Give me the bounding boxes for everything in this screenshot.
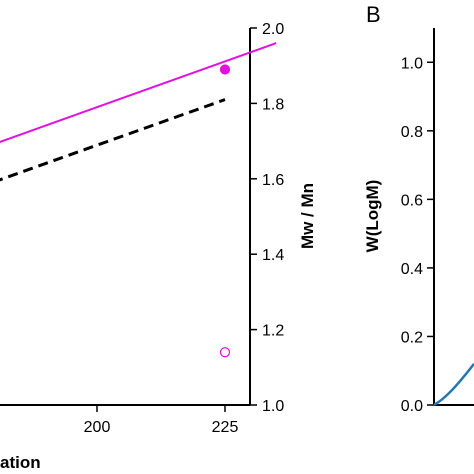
panel-a-x-ticks: 175200225 (84, 405, 239, 436)
dashed-series-line (0, 98, 226, 182)
filled-marker (219, 64, 231, 75)
panel-a: 175200225 1.01.21.41.61.82.0 ation Mw / … (0, 21, 317, 472)
x-tick-label: 225 (212, 419, 239, 436)
panel-b-series (433, 363, 474, 407)
panel-b-label: B (366, 2, 381, 27)
panel-b: B 0.0 0.2 0.4 0.6 0.8 1.0 W(LogM) (363, 2, 474, 415)
y-tick-label: 1.4 (262, 247, 284, 264)
open-marker (219, 347, 231, 358)
solid-series-line (0, 42, 277, 143)
y-tick-label: 1.8 (262, 96, 284, 113)
y-tick-label: 1.2 (262, 323, 284, 340)
x-tick-label: 200 (84, 419, 111, 436)
y-tick-label: 1.0 (401, 55, 423, 72)
panel-a-x-axis-label: ation (0, 453, 41, 472)
y-tick-label: 2.0 (262, 21, 284, 38)
panel-b-y-ticks: 0.0 0.2 0.4 0.6 0.8 1.0 (401, 55, 434, 415)
panel-b-y-axis-label: W(LogM) (363, 180, 382, 253)
y-tick-label: 0.8 (401, 124, 423, 141)
y-tick-label: 1.6 (262, 172, 284, 189)
panel-a-right-ticks: 1.0 1.2 1.4 1.6 1.8 2.0 (250, 21, 284, 415)
panel-a-y-axis-label: Mw / Mn (298, 183, 317, 249)
y-tick-label: 0.4 (401, 261, 423, 278)
distribution-curve (433, 363, 474, 407)
panel-a-series (0, 42, 277, 358)
y-tick-label: 0.2 (401, 329, 423, 346)
y-tick-label: 0.0 (401, 398, 423, 415)
y-tick-label: 0.6 (401, 192, 423, 209)
y-tick-label: 1.0 (262, 398, 284, 415)
